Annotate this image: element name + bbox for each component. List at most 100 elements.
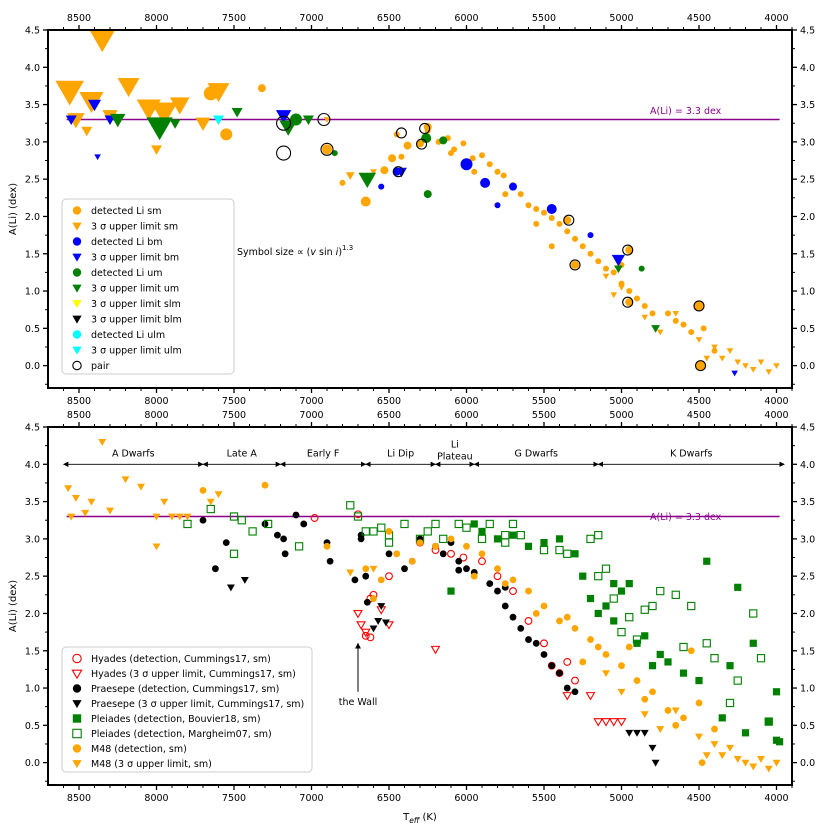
x-tick-label-top: 8500 [67, 410, 91, 421]
top-x-ticks: 8500 8500 8000 8000 7500 7500 7000 7000 6500 6500… [63, 13, 793, 407]
data-point [392, 166, 404, 178]
legend-marker [72, 253, 82, 262]
data-point [679, 642, 688, 652]
data-point [749, 763, 758, 771]
data-point [509, 576, 517, 584]
data-point [617, 688, 626, 696]
data-point [680, 714, 687, 722]
x-tick-label: 4000 [764, 793, 788, 804]
data-point [532, 639, 540, 647]
data-point [439, 534, 448, 544]
data-point [195, 117, 211, 131]
data-point [571, 624, 579, 632]
data-point [698, 759, 706, 767]
data-point [470, 572, 478, 580]
data-point [741, 759, 750, 767]
legend-label: 3 σ upper limit bm [91, 253, 179, 264]
data-point [401, 565, 408, 573]
x-tick-label-top: 4500 [687, 13, 711, 24]
data-point [486, 580, 494, 588]
data-point [369, 565, 378, 573]
data-point [448, 150, 454, 157]
legend-marker [72, 300, 82, 309]
data-point [757, 359, 765, 366]
data-point [310, 514, 319, 522]
data-point [366, 633, 375, 642]
y-tick-label: 1.0 [25, 684, 40, 695]
data-point [509, 182, 517, 191]
data-point [302, 115, 314, 125]
data-point [360, 196, 371, 207]
x-tick-label: 7000 [299, 793, 323, 804]
y-tick-label-right: 4.0 [800, 460, 815, 471]
x-tick-label-top: 5000 [609, 13, 633, 24]
y-tick-label: 3.0 [25, 137, 40, 148]
x-tick-label-top: 8000 [144, 410, 168, 421]
data-point [571, 550, 579, 558]
data-point [168, 513, 176, 521]
data-point [320, 142, 334, 156]
data-point [640, 729, 649, 737]
data-point [548, 243, 555, 250]
data-point [694, 300, 704, 311]
data-point [525, 202, 532, 209]
data-point [733, 676, 742, 685]
x-axis-label: Teff (K) [402, 812, 437, 825]
data-point [703, 355, 711, 362]
data-point [87, 99, 102, 112]
legend-marker [72, 284, 82, 293]
data-point [471, 168, 478, 175]
legend-label: 3 σ upper limit slm [91, 299, 181, 310]
legend-marker [72, 684, 82, 693]
data-point [625, 298, 634, 307]
data-point [587, 232, 594, 239]
x-tick-label: 8000 [144, 396, 168, 407]
data-point [361, 527, 370, 536]
data-point [711, 347, 718, 354]
data-point [671, 707, 680, 715]
bottom-legend: Hyades (detection, Cummings17, sm) Hyades… [61, 646, 313, 773]
data-point [625, 643, 633, 651]
data-point [346, 569, 355, 577]
data-point [377, 576, 385, 584]
data-point [601, 564, 611, 573]
y-tick-label: 4.0 [25, 460, 40, 471]
data-point [276, 145, 292, 161]
data-point [281, 550, 289, 558]
data-point [81, 126, 93, 137]
data-point [408, 557, 416, 565]
y-tick-label: 1.5 [25, 646, 40, 657]
bottom-legend-frame [61, 646, 313, 773]
data-point [212, 565, 219, 573]
data-point [370, 595, 377, 602]
data-point [540, 639, 548, 648]
legend-marker [72, 330, 82, 339]
data-point [146, 117, 173, 141]
data-point [213, 115, 224, 125]
data-point [625, 613, 634, 622]
data-point [524, 542, 533, 550]
x-tick-label: 4500 [687, 793, 711, 804]
data-point [656, 650, 664, 659]
data-point [718, 714, 726, 722]
x-tick-label: 8000 [144, 793, 168, 804]
y-tick-label-right: 0.5 [800, 324, 815, 335]
top-data-points [55, 30, 780, 377]
legend-label: M48 (3 σ upper limit, sm) [91, 759, 212, 770]
data-point [594, 530, 603, 540]
data-point [222, 539, 230, 547]
data-point [358, 172, 377, 188]
data-point [501, 580, 509, 588]
data-point [106, 507, 114, 515]
data-point [439, 550, 447, 558]
data-point [711, 725, 718, 733]
data-point [463, 565, 470, 573]
data-point [395, 127, 407, 139]
data-point [594, 643, 602, 651]
data-point [602, 273, 610, 280]
data-point [710, 741, 719, 748]
data-point [525, 587, 532, 595]
data-point [563, 549, 572, 558]
x-tick-label: 4500 [687, 396, 711, 407]
data-point [361, 631, 370, 640]
